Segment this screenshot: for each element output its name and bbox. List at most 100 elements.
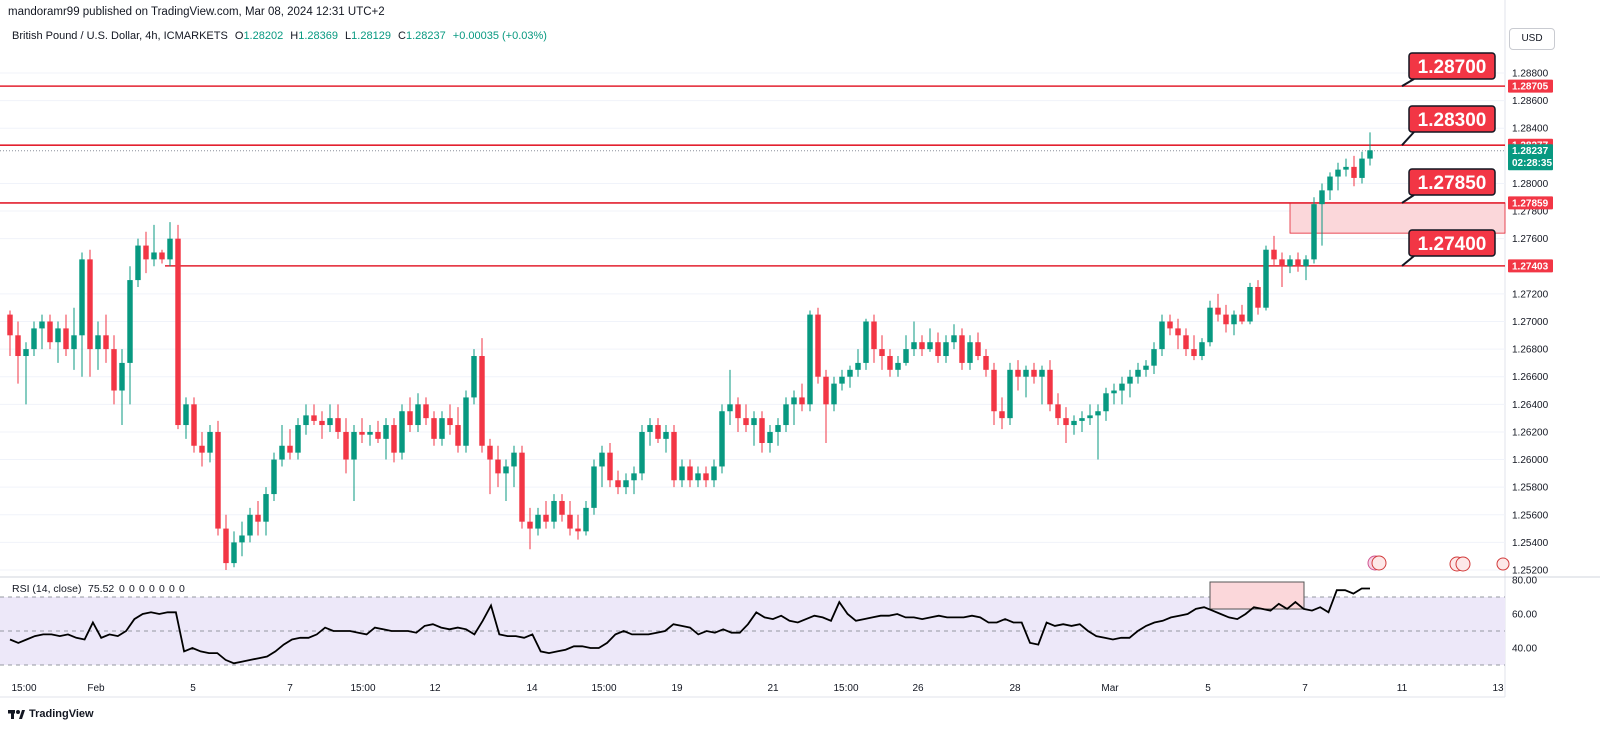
- candle-body: [271, 459, 277, 495]
- price-tick-label: 1.28000: [1512, 179, 1549, 190]
- candle-body: [639, 431, 645, 474]
- candle-body: [1151, 349, 1157, 366]
- candle-body: [1079, 418, 1085, 421]
- rsi-placeholder: 0: [179, 583, 185, 595]
- price-tick-label: 1.27000: [1512, 317, 1549, 328]
- candle-body: [383, 425, 389, 439]
- candle-body: [959, 335, 965, 363]
- high-value: 1.28369: [298, 30, 338, 42]
- candle-body: [1223, 314, 1229, 325]
- candle-body: [999, 411, 1005, 419]
- price-tag-label: 1.27403: [1512, 261, 1549, 272]
- candle-body: [1327, 176, 1333, 191]
- candle-body: [871, 321, 877, 350]
- symbol-name[interactable]: British Pound / U.S. Dollar, 4h, ICMARKE…: [12, 30, 228, 42]
- economic-event-icons[interactable]: [1367, 555, 1510, 572]
- candle-body: [55, 328, 61, 343]
- candle-body: [631, 473, 637, 481]
- candle-body: [311, 415, 317, 421]
- callout-label: 1.28700: [1418, 57, 1487, 78]
- price-tick-label: 1.26200: [1512, 427, 1549, 438]
- candle-body: [151, 252, 157, 260]
- candle-body: [983, 356, 989, 370]
- candle-body: [1135, 369, 1141, 377]
- candle-body: [511, 452, 517, 467]
- candle-body: [159, 252, 165, 260]
- time-tick-label: 5: [190, 683, 196, 694]
- candle-body: [1103, 393, 1109, 412]
- candle-body: [191, 404, 197, 446]
- candle-body: [1007, 369, 1013, 419]
- rsi-tick-label: 40.00: [1512, 644, 1537, 655]
- low-value: 1.28129: [351, 30, 391, 42]
- candle-body: [1015, 369, 1021, 377]
- candle-body: [663, 431, 669, 439]
- price-tick-label: 1.25200: [1512, 566, 1549, 577]
- candle-body: [623, 480, 629, 488]
- candle-body: [231, 542, 237, 564]
- candle-body: [103, 335, 109, 350]
- candle-body: [1047, 369, 1053, 405]
- candle-body: [447, 418, 453, 426]
- rsi-line: [9, 587, 1370, 665]
- candle-body: [327, 418, 333, 426]
- candle-body: [287, 445, 293, 453]
- candle-body: [551, 500, 557, 522]
- rsi-highlight-box: [1209, 581, 1305, 610]
- candle-body: [1271, 249, 1277, 260]
- candle-body: [1183, 335, 1189, 350]
- rsi-placeholder: 0: [149, 583, 155, 595]
- candle-body: [727, 404, 733, 412]
- close-value: 1.28237: [405, 30, 446, 42]
- callout-label: 1.27400: [1418, 234, 1487, 255]
- event-flag-icon: [1371, 555, 1387, 571]
- candle-body: [215, 431, 221, 529]
- callout-label: 1.27850: [1418, 173, 1487, 194]
- candle-body: [303, 415, 309, 426]
- candle-body: [559, 500, 565, 515]
- candle-body: [1207, 307, 1213, 343]
- candle-body: [695, 473, 701, 481]
- candle-body: [839, 376, 845, 384]
- time-tick-label: 11: [1397, 683, 1408, 694]
- candle-body: [951, 335, 957, 343]
- candle-body: [1231, 314, 1237, 325]
- price-tag-label: 1.28237: [1512, 146, 1549, 157]
- candle-body: [903, 349, 909, 363]
- candle-body: [279, 445, 285, 460]
- candle-body: [687, 466, 693, 481]
- candle-body: [1095, 411, 1101, 416]
- candle-body: [1119, 383, 1125, 391]
- candlestick-series: [7, 132, 1373, 570]
- candle-body: [1191, 349, 1197, 357]
- currency-button[interactable]: USD: [1509, 28, 1555, 50]
- candle-body: [87, 259, 93, 350]
- candle-body: [783, 404, 789, 426]
- candle-body: [359, 431, 365, 435]
- candle-body: [1111, 390, 1117, 394]
- candle-body: [1263, 249, 1269, 308]
- zone-rect: [1289, 202, 1506, 234]
- countdown-label: 02:28:35: [1512, 158, 1552, 169]
- candle-body: [655, 425, 661, 439]
- candle-body: [791, 397, 797, 405]
- price-axis-ticks: 1.28800 1.28600 1.28400 1.28000 1.27800 1.276…: [1512, 69, 1549, 577]
- candle-body: [847, 369, 853, 377]
- change-value: +0.00035 (+0.03%): [452, 30, 547, 42]
- candle-body: [15, 335, 21, 357]
- rsi-placeholder: 0: [169, 583, 175, 595]
- candle-body: [711, 466, 717, 481]
- level-callouts: 1.28700 1.28300 1.27850 1.27400: [1401, 52, 1496, 267]
- price-tick-label: 1.27600: [1512, 234, 1549, 245]
- callout-label: 1.28300: [1418, 110, 1487, 131]
- event-flag-icon: [1455, 556, 1471, 572]
- candle-body: [1071, 420, 1077, 426]
- candle-body: [703, 473, 709, 481]
- callout-box: [1408, 52, 1496, 80]
- candle-body: [455, 425, 461, 446]
- candle-body: [919, 342, 925, 350]
- candle-body: [1159, 321, 1165, 350]
- candle-body: [519, 452, 525, 522]
- callout-pointer: [1401, 255, 1415, 267]
